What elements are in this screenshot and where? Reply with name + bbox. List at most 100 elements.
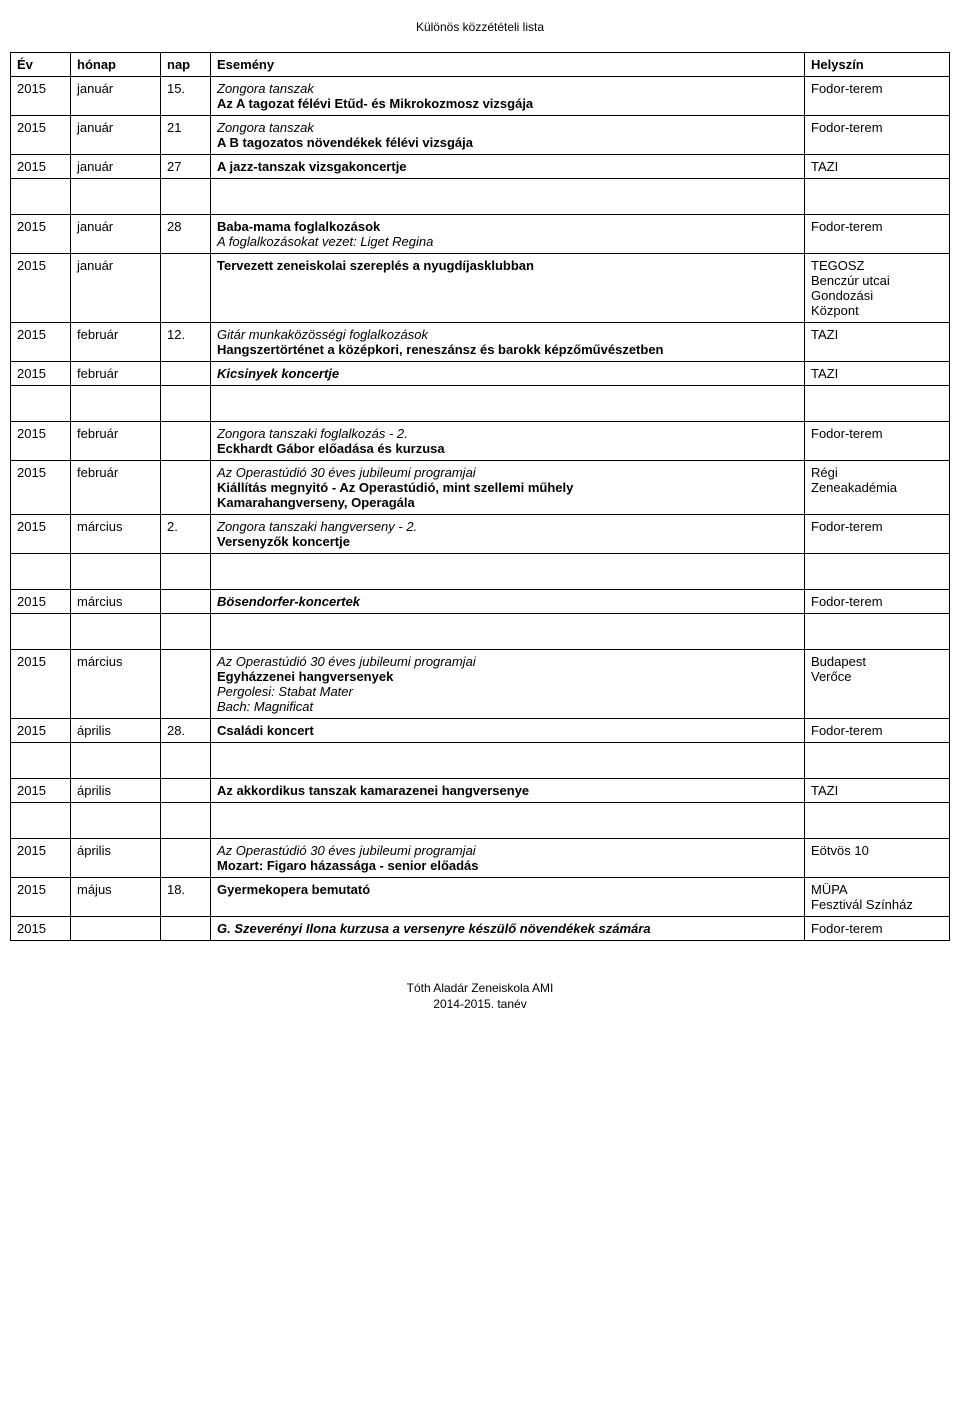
venue-line: Fodor-terem bbox=[811, 120, 943, 135]
spacer-cell bbox=[805, 386, 950, 422]
venue-line: Fodor-terem bbox=[811, 594, 943, 609]
venue-line: Fodor-terem bbox=[811, 219, 943, 234]
cell-year: 2015 bbox=[11, 422, 71, 461]
cell-year: 2015 bbox=[11, 590, 71, 614]
table-row: 2015január28Baba-mama foglalkozásokA fog… bbox=[11, 215, 950, 254]
spacer-row bbox=[11, 803, 950, 839]
cell-event: Az Operastúdió 30 éves jubileumi program… bbox=[211, 461, 805, 515]
venue-line: Verőce bbox=[811, 669, 943, 684]
spacer-cell bbox=[11, 803, 71, 839]
cell-year: 2015 bbox=[11, 839, 71, 878]
spacer-cell bbox=[211, 179, 805, 215]
event-line: Mozart: Figaro házassága - senior előadá… bbox=[217, 858, 798, 873]
event-line: Gyermekopera bemutató bbox=[217, 882, 798, 897]
table-row: 2015január27A jazz-tanszak vizsgakoncert… bbox=[11, 155, 950, 179]
venue-line: TAZI bbox=[811, 783, 943, 798]
cell-venue: Fodor-terem bbox=[805, 116, 950, 155]
spacer-cell bbox=[11, 179, 71, 215]
cell-event: Zongora tanszaki foglalkozás - 2.Eckhard… bbox=[211, 422, 805, 461]
spacer-cell bbox=[71, 803, 161, 839]
table-row: 2015áprilisAz akkordikus tanszak kamaraz… bbox=[11, 779, 950, 803]
cell-event: Az akkordikus tanszak kamarazenei hangve… bbox=[211, 779, 805, 803]
spacer-row bbox=[11, 179, 950, 215]
cell-venue: TAZI bbox=[805, 779, 950, 803]
table-row: 2015márciusBösendorfer-koncertekFodor-te… bbox=[11, 590, 950, 614]
cell-event: Az Operastúdió 30 éves jubileumi program… bbox=[211, 650, 805, 719]
spacer-cell bbox=[71, 554, 161, 590]
event-line: Az Operastúdió 30 éves jubileumi program… bbox=[217, 654, 798, 669]
cell-day bbox=[161, 779, 211, 803]
cell-month: április bbox=[71, 839, 161, 878]
cell-event: Tervezett zeneiskolai szereplés a nyugdí… bbox=[211, 254, 805, 323]
table-row: 2015április Az Operastúdió 30 éves jubile… bbox=[11, 839, 950, 878]
event-line: Zongora tanszaki foglalkozás - 2. bbox=[217, 426, 798, 441]
cell-day bbox=[161, 590, 211, 614]
cell-month: március bbox=[71, 515, 161, 554]
event-line: Bach: Magnificat bbox=[217, 699, 798, 714]
venue-line: Fodor-terem bbox=[811, 723, 943, 738]
cell-day bbox=[161, 839, 211, 878]
cell-event: G. Szeverényi Ilona kurzusa a versenyre … bbox=[211, 917, 805, 941]
cell-venue: Fodor-terem bbox=[805, 590, 950, 614]
table-row: 2015 G. Szeverényi Ilona kurzusa a versen… bbox=[11, 917, 950, 941]
cell-year: 2015 bbox=[11, 362, 71, 386]
spacer-cell bbox=[161, 179, 211, 215]
event-line: A B tagozatos növendékek félévi vizsgája bbox=[217, 135, 798, 150]
spacer-cell bbox=[211, 743, 805, 779]
cell-day: 12. bbox=[161, 323, 211, 362]
cell-year: 2015 bbox=[11, 323, 71, 362]
venue-line: Központ bbox=[811, 303, 943, 318]
spacer-cell bbox=[71, 386, 161, 422]
cell-month: február bbox=[71, 422, 161, 461]
event-line: Az Operastúdió 30 éves jubileumi program… bbox=[217, 465, 798, 480]
venue-line: MÜPA bbox=[811, 882, 943, 897]
spacer-row bbox=[11, 743, 950, 779]
cell-day bbox=[161, 254, 211, 323]
event-line: G. Szeverényi Ilona kurzusa a versenyre … bbox=[217, 921, 798, 936]
event-line: Zongora tanszak bbox=[217, 81, 798, 96]
cell-venue: TAZI bbox=[805, 155, 950, 179]
cell-event: Bösendorfer-koncertek bbox=[211, 590, 805, 614]
col-event: Esemény bbox=[211, 53, 805, 77]
spacer-cell bbox=[805, 743, 950, 779]
spacer-cell bbox=[11, 386, 71, 422]
cell-month: január bbox=[71, 215, 161, 254]
cell-month: január bbox=[71, 254, 161, 323]
cell-month: április bbox=[71, 719, 161, 743]
cell-venue: RégiZeneakadémia bbox=[805, 461, 950, 515]
cell-month: február bbox=[71, 461, 161, 515]
cell-year: 2015 bbox=[11, 917, 71, 941]
spacer-row bbox=[11, 554, 950, 590]
table-row: 2015május18.Gyermekopera bemutatóMÜPAFes… bbox=[11, 878, 950, 917]
cell-year: 2015 bbox=[11, 254, 71, 323]
spacer-cell bbox=[161, 803, 211, 839]
cell-day: 2. bbox=[161, 515, 211, 554]
event-line: Zongora tanszaki hangverseny - 2. bbox=[217, 519, 798, 534]
event-line: Baba-mama foglalkozások bbox=[217, 219, 798, 234]
venue-line: Zeneakadémia bbox=[811, 480, 943, 495]
event-line: Pergolesi: Stabat Mater bbox=[217, 684, 798, 699]
spacer-cell bbox=[805, 803, 950, 839]
table-row: 2015februárAz Operastúdió 30 éves jubile… bbox=[11, 461, 950, 515]
cell-day bbox=[161, 650, 211, 719]
venue-line: Eötvös 10 bbox=[811, 843, 943, 858]
table-row: 2015februárKicsinyek koncertjeTAZI bbox=[11, 362, 950, 386]
cell-month: március bbox=[71, 650, 161, 719]
event-line: Az A tagozat félévi Etűd- és Mikrokozmos… bbox=[217, 96, 798, 111]
cell-event: Zongora tanszakAz A tagozat félévi Etűd-… bbox=[211, 77, 805, 116]
table-row: 2015január15.Zongora tanszakAz A tagozat… bbox=[11, 77, 950, 116]
spacer-cell bbox=[161, 743, 211, 779]
cell-venue: MÜPAFesztivál Színház bbox=[805, 878, 950, 917]
venue-line: Fodor-terem bbox=[811, 426, 943, 441]
cell-event: Gitár munkaközösségi foglalkozásokHangsz… bbox=[211, 323, 805, 362]
table-row: 2015márciusAz Operastúdió 30 éves jubile… bbox=[11, 650, 950, 719]
col-venue: Helyszín bbox=[805, 53, 950, 77]
event-line: Kicsinyek koncertje bbox=[217, 366, 798, 381]
cell-event: Az Operastúdió 30 éves jubileumi program… bbox=[211, 839, 805, 878]
cell-month: május bbox=[71, 878, 161, 917]
cell-day bbox=[161, 461, 211, 515]
venue-line: TEGOSZ bbox=[811, 258, 943, 273]
venue-line: Benczúr utcai bbox=[811, 273, 943, 288]
cell-day: 18. bbox=[161, 878, 211, 917]
cell-month: április bbox=[71, 779, 161, 803]
